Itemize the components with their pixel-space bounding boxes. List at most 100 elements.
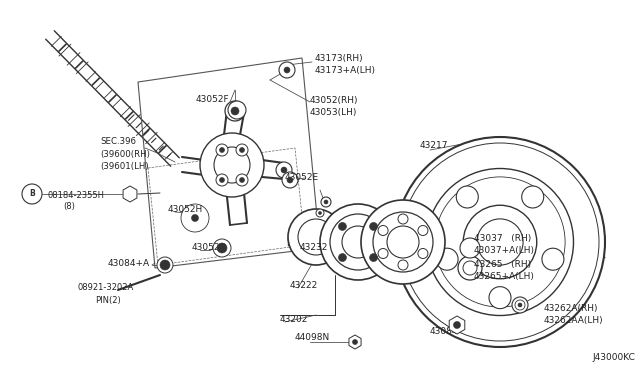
Text: 44098N: 44098N <box>295 334 330 343</box>
Circle shape <box>298 219 334 255</box>
Text: 43037+A(LH): 43037+A(LH) <box>474 246 535 254</box>
Circle shape <box>214 147 250 183</box>
Text: PIN(2): PIN(2) <box>95 295 121 305</box>
Circle shape <box>426 169 573 315</box>
Circle shape <box>395 137 605 347</box>
Circle shape <box>398 214 408 224</box>
Text: 43222: 43222 <box>290 280 318 289</box>
Circle shape <box>353 340 358 344</box>
Circle shape <box>522 186 544 208</box>
Circle shape <box>542 248 564 270</box>
Text: 43052D: 43052D <box>192 244 227 253</box>
Text: 43232: 43232 <box>300 244 328 253</box>
Circle shape <box>239 177 244 183</box>
Circle shape <box>398 260 408 270</box>
Circle shape <box>369 222 378 230</box>
Circle shape <box>316 209 324 217</box>
Text: 43053(LH): 43053(LH) <box>310 108 357 116</box>
Text: 43173(RH): 43173(RH) <box>315 54 364 62</box>
Circle shape <box>216 174 228 186</box>
Text: (39600(RH): (39600(RH) <box>100 150 150 158</box>
Circle shape <box>373 212 433 272</box>
Circle shape <box>460 238 480 258</box>
Circle shape <box>320 204 396 280</box>
Circle shape <box>319 212 321 215</box>
Circle shape <box>217 243 227 253</box>
Circle shape <box>518 303 522 307</box>
Circle shape <box>22 184 42 204</box>
Circle shape <box>456 186 478 208</box>
Circle shape <box>239 148 244 153</box>
Circle shape <box>369 254 378 262</box>
Text: J43000KC: J43000KC <box>592 353 635 362</box>
Text: (8): (8) <box>63 202 75 212</box>
Text: 43262A(RH): 43262A(RH) <box>544 304 598 312</box>
Circle shape <box>477 219 523 265</box>
Text: 43262AA(LH): 43262AA(LH) <box>544 315 604 324</box>
Text: SEC.396: SEC.396 <box>100 138 136 147</box>
Circle shape <box>191 215 198 221</box>
Text: 43052F: 43052F <box>196 96 230 105</box>
Circle shape <box>463 261 477 275</box>
Circle shape <box>231 107 239 115</box>
Text: 43084: 43084 <box>430 327 458 337</box>
Circle shape <box>186 209 204 227</box>
Circle shape <box>458 256 482 280</box>
Polygon shape <box>349 335 361 349</box>
Circle shape <box>515 300 525 310</box>
Text: 43084+A: 43084+A <box>108 259 150 267</box>
Text: B: B <box>29 189 35 199</box>
Circle shape <box>281 167 287 173</box>
Circle shape <box>279 62 295 78</box>
Circle shape <box>435 177 565 307</box>
Circle shape <box>284 67 290 73</box>
Circle shape <box>288 209 344 265</box>
Circle shape <box>282 172 298 188</box>
Circle shape <box>418 225 428 235</box>
Text: 43217: 43217 <box>420 141 449 150</box>
Text: 43037   (RH): 43037 (RH) <box>474 234 531 243</box>
Text: 43052E: 43052E <box>285 173 319 182</box>
Circle shape <box>220 177 225 183</box>
Circle shape <box>361 200 445 284</box>
Circle shape <box>463 205 537 279</box>
Circle shape <box>225 101 245 121</box>
Text: 43052(RH): 43052(RH) <box>310 96 358 105</box>
Polygon shape <box>123 186 137 202</box>
Circle shape <box>160 260 170 270</box>
Circle shape <box>287 177 293 183</box>
Circle shape <box>213 239 231 257</box>
Circle shape <box>339 254 346 262</box>
Polygon shape <box>449 316 465 334</box>
Circle shape <box>181 204 209 232</box>
Circle shape <box>401 143 599 341</box>
Circle shape <box>339 222 346 230</box>
Text: 08184-2355H: 08184-2355H <box>48 190 105 199</box>
Circle shape <box>220 148 225 153</box>
Circle shape <box>436 248 458 270</box>
Circle shape <box>454 321 461 328</box>
Circle shape <box>342 226 374 258</box>
Circle shape <box>236 144 248 156</box>
Circle shape <box>489 287 511 309</box>
Circle shape <box>512 297 528 313</box>
Circle shape <box>276 162 292 178</box>
Text: 08921-3202A: 08921-3202A <box>78 282 134 292</box>
Text: (39601(LH): (39601(LH) <box>100 161 148 170</box>
Circle shape <box>330 214 386 270</box>
Circle shape <box>387 226 419 258</box>
Circle shape <box>418 248 428 259</box>
Circle shape <box>157 257 173 273</box>
Circle shape <box>228 101 246 119</box>
Text: 43173+A(LH): 43173+A(LH) <box>315 65 376 74</box>
Circle shape <box>378 225 388 235</box>
Circle shape <box>216 144 228 156</box>
Circle shape <box>378 248 388 259</box>
Text: 43265   (RH): 43265 (RH) <box>474 260 531 269</box>
Circle shape <box>236 174 248 186</box>
Text: 43202: 43202 <box>280 315 308 324</box>
Circle shape <box>324 200 328 204</box>
Circle shape <box>321 197 331 207</box>
Text: 43265+A(LH): 43265+A(LH) <box>474 273 535 282</box>
Circle shape <box>200 133 264 197</box>
